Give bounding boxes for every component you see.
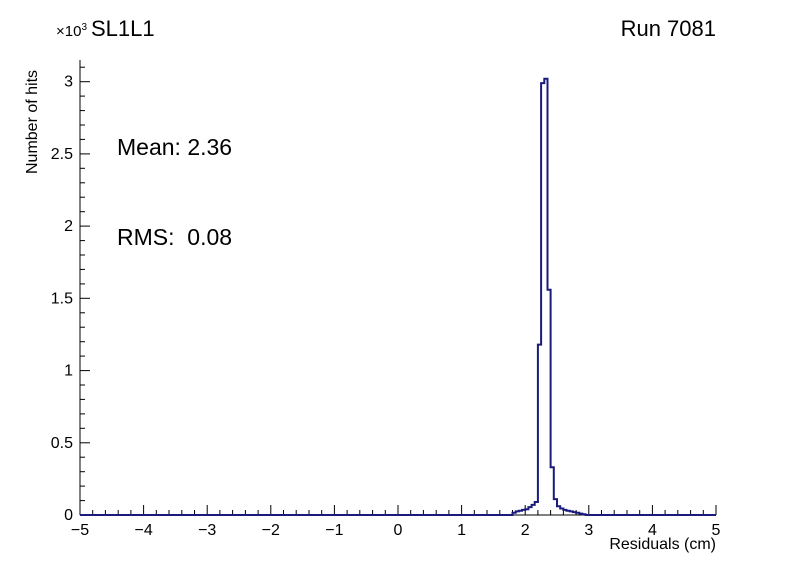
y-axis-scale-label: ×103 (56, 22, 87, 40)
x-tick-label: −4 (134, 522, 152, 539)
x-tick-label: −1 (325, 522, 343, 539)
y-tick-label: 0 (64, 507, 73, 524)
y-tick-label: 1.5 (51, 290, 73, 307)
x-tick-label: −2 (262, 522, 280, 539)
y-tick-label: 2.5 (51, 146, 73, 163)
x-tick-label: 1 (457, 522, 466, 539)
y-tick-label: 3 (64, 74, 73, 91)
stat-mean: Mean: 2.36 (117, 134, 233, 160)
x-tick-label: 2 (521, 522, 530, 539)
x-tick-label: 5 (712, 522, 721, 539)
x-axis-title: Residuals (cm) (609, 536, 716, 553)
run-label: Run 7081 (620, 16, 716, 41)
plot-title: SL1L1 (91, 16, 155, 41)
x-tick-label: −5 (71, 522, 89, 539)
x-tick-label: 0 (394, 522, 403, 539)
y-tick-label: 2 (64, 218, 73, 235)
y-axis-title: Number of hits (24, 69, 41, 174)
y-tick-label: 0.5 (51, 435, 73, 452)
y-scale-prefix: ×10 (56, 23, 82, 40)
histogram-line (80, 77, 716, 516)
y-scale-exponent: 3 (81, 22, 88, 33)
x-tick-label: −3 (198, 522, 216, 539)
x-tick-label: 4 (648, 522, 657, 539)
stats-box: Mean: 2.36 RMS: 0.08 (117, 72, 232, 312)
x-tick-label: 3 (584, 522, 593, 539)
stat-rms: RMS: 0.08 (117, 224, 233, 250)
y-tick-label: 1 (64, 363, 73, 380)
